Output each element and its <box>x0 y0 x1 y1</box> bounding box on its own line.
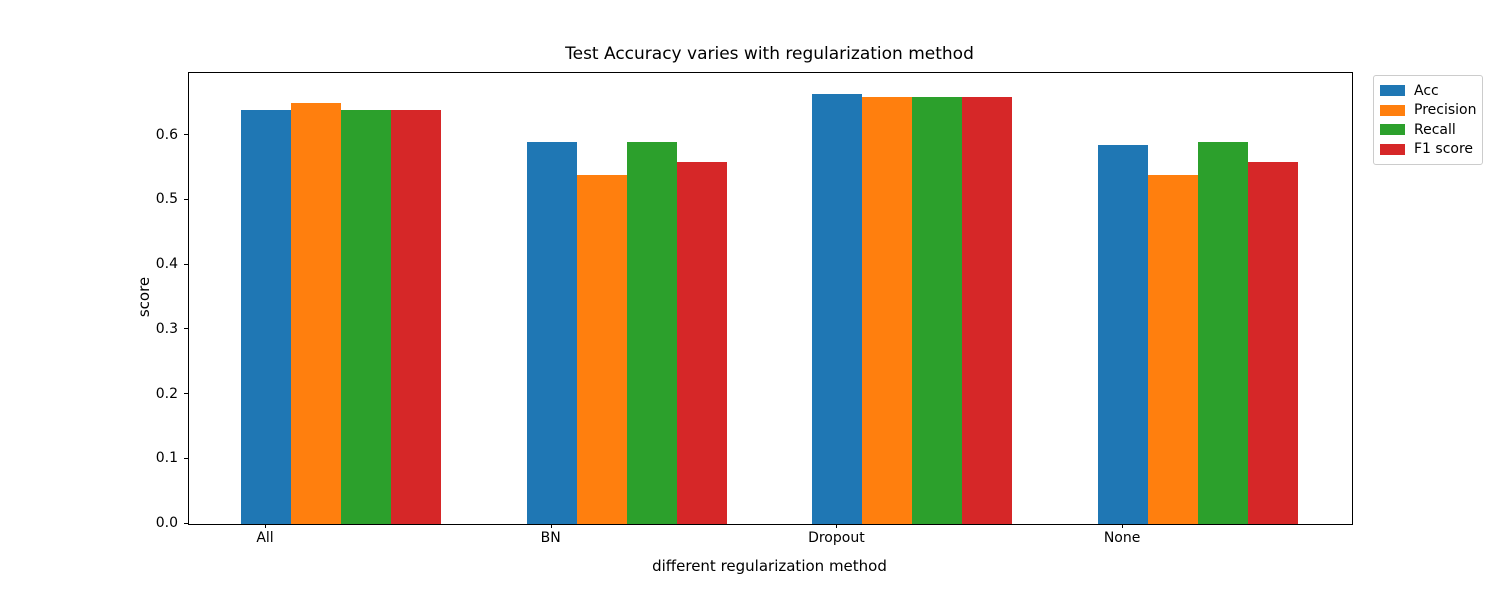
x-tick-mark <box>550 524 552 528</box>
y-tick-label: 0.3 <box>155 320 178 337</box>
x-tick-mark <box>1122 524 1124 528</box>
legend-item-precision: Precision <box>1380 101 1476 121</box>
y-tick-label: 0.5 <box>155 191 178 208</box>
bar-precision-dropout <box>862 96 913 524</box>
y-tick-mark <box>184 263 188 265</box>
bar-precision-none <box>1148 174 1199 524</box>
legend-swatch-icon <box>1380 104 1405 116</box>
legend: Acc Precision Recall F1 score <box>1373 75 1483 165</box>
bar-acc-dropout <box>812 93 863 524</box>
legend-item-acc: Acc <box>1380 81 1476 101</box>
x-tick-label-none: None <box>1103 530 1141 546</box>
y-tick-mark <box>184 393 188 395</box>
legend-label: Acc <box>1414 82 1439 99</box>
legend-label: Recall <box>1414 121 1456 138</box>
y-tick-label: 0.0 <box>155 515 178 531</box>
bar-recall-all <box>341 109 391 524</box>
x-tick-label-all: All <box>256 530 274 546</box>
y-tick-label: 0.1 <box>155 450 178 467</box>
y-tick-mark <box>184 328 188 330</box>
bar-acc-all <box>241 109 291 524</box>
bar-acc-none <box>1098 145 1149 524</box>
bar-f1-score-none <box>1248 161 1299 524</box>
y-tick-mark <box>184 522 188 524</box>
y-tick-mark <box>184 198 188 200</box>
legend-swatch-icon <box>1380 143 1405 155</box>
y-tick-mark <box>184 134 188 136</box>
bar-f1-score-bn <box>676 161 727 524</box>
x-tick-label-bn: BN <box>540 530 561 546</box>
bar-f1-score-dropout <box>962 96 1013 524</box>
legend-swatch-icon <box>1380 85 1405 97</box>
legend-item-recall: Recall <box>1380 120 1476 140</box>
x-tick-mark <box>836 524 838 528</box>
y-tick-mark <box>184 457 188 459</box>
chart-title: Test Accuracy varies with regularization… <box>565 44 974 64</box>
x-axis-label: different regularization method <box>652 557 887 575</box>
bar-recall-bn <box>626 142 677 524</box>
legend-label: F1 score <box>1414 141 1474 158</box>
legend-swatch-icon <box>1380 124 1405 136</box>
bar-precision-all <box>291 103 341 524</box>
bar-f1-score-all <box>391 109 441 524</box>
y-tick-label: 0.6 <box>155 126 178 143</box>
y-tick-label: 0.2 <box>155 385 178 402</box>
bar-precision-bn <box>576 174 627 524</box>
x-tick-label-dropout: Dropout <box>808 530 865 546</box>
legend-item-f1-score: F1 score <box>1380 140 1476 160</box>
legend-label: Precision <box>1414 102 1477 119</box>
plot-area <box>188 72 1353 525</box>
bar-recall-none <box>1198 142 1249 524</box>
bar-acc-bn <box>526 142 577 524</box>
x-tick-mark <box>265 524 266 528</box>
bar-recall-dropout <box>912 96 963 524</box>
y-tick-label: 0.4 <box>155 256 178 273</box>
y-axis-label: score <box>135 276 153 318</box>
